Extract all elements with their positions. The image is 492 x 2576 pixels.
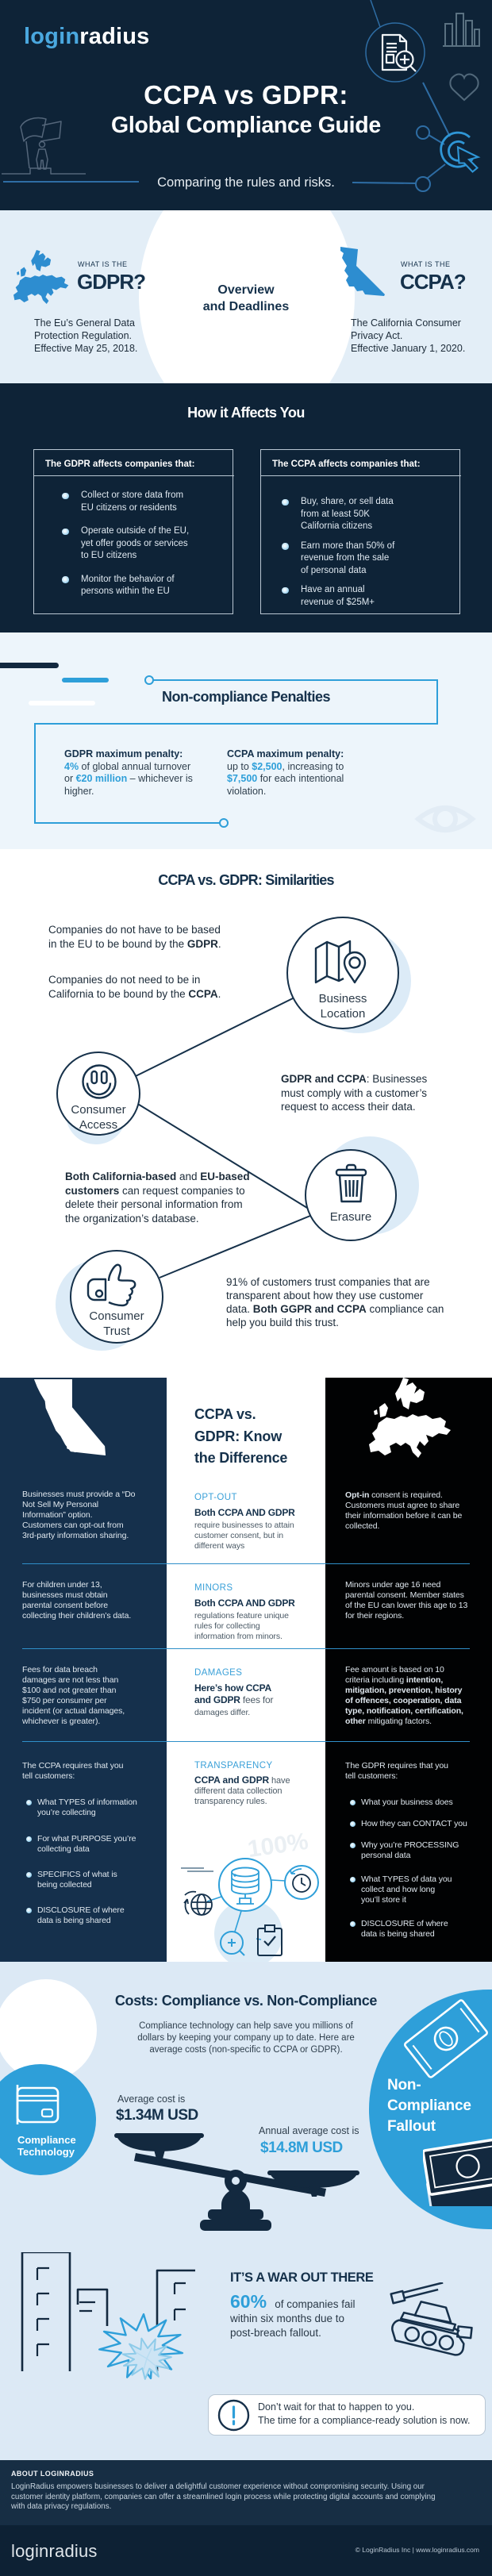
svg-text:100%: 100%	[246, 1828, 310, 1863]
